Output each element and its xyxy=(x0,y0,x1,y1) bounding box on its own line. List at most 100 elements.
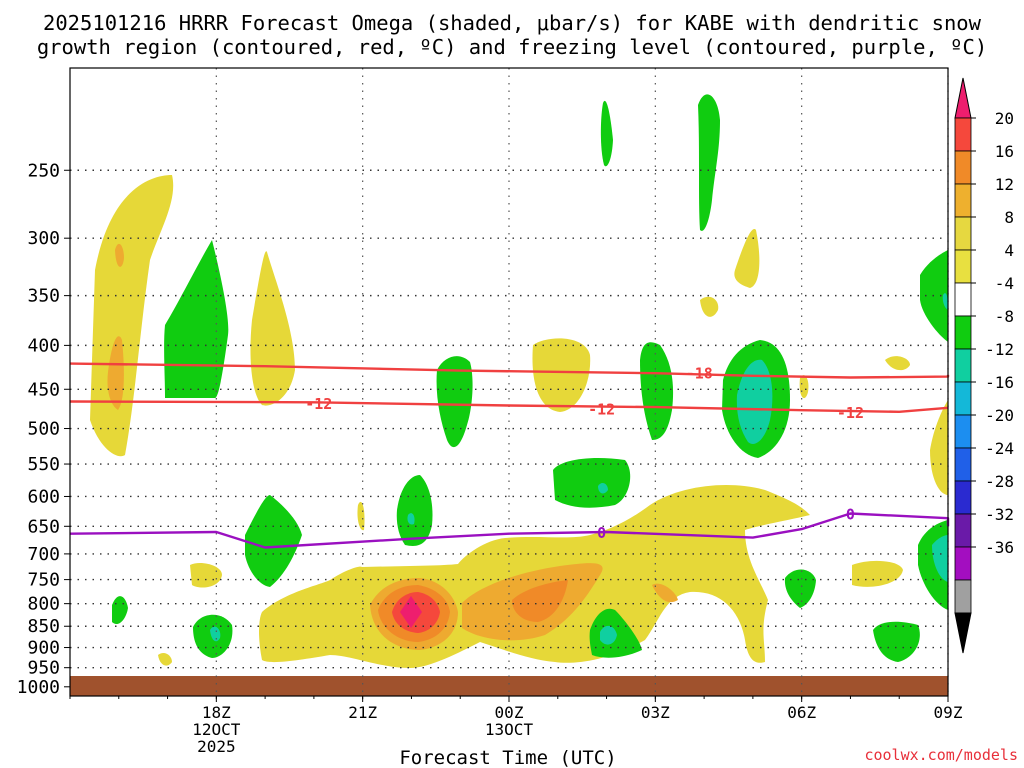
x-axis-label: Forecast Time (UTC) xyxy=(399,747,616,768)
shade-yellow-6 xyxy=(885,356,910,371)
colorbar-label: -20 xyxy=(985,406,1014,425)
shade-yellow-4 xyxy=(734,229,760,288)
colorbar-label: 12 xyxy=(995,175,1014,194)
shade-teal-7 xyxy=(942,293,948,310)
chart-title-line2: growth region (contoured, red, ºC) and f… xyxy=(37,35,987,59)
colorbar-segment xyxy=(954,282,972,317)
y-tick-label: 550 xyxy=(27,454,60,475)
colorbar-top-arrow xyxy=(954,77,972,119)
colorbar-label: 4 xyxy=(1004,241,1014,260)
y-tick-label: 950 xyxy=(27,658,60,679)
y-tick-label: 350 xyxy=(27,286,60,307)
colorbar-segment xyxy=(954,381,972,416)
shade-green-15 xyxy=(873,621,920,662)
colorbar-segment xyxy=(954,546,972,581)
x-tick-label: 21Z xyxy=(348,703,377,722)
colorbar-segment xyxy=(954,315,972,350)
shade-teal-2 xyxy=(210,626,221,642)
contour-label: 0 xyxy=(597,524,606,542)
x-tick-label: 2025 xyxy=(197,737,236,756)
shade-yellow-11 xyxy=(158,652,172,666)
y-tick-label: 900 xyxy=(27,638,60,659)
y-axis: 2503003504004505005506006507007508008509… xyxy=(17,160,70,698)
surface-band xyxy=(70,676,948,696)
colorbar-label: -16 xyxy=(985,373,1014,392)
contour-lines xyxy=(69,362,950,549)
colorbar: 20 16 12 8 4 -4 -8 -12 -16 -20 -24 -28 -32 -36 xyxy=(954,77,1014,654)
x-tick-label: 06Z xyxy=(787,703,816,722)
colorbar-label: 16 xyxy=(995,142,1014,161)
shade-teal-1 xyxy=(736,359,773,444)
colorbar-label: -4 xyxy=(995,274,1014,293)
contour-label: -12 xyxy=(305,395,332,413)
shade-teal-6 xyxy=(407,513,415,525)
colorbar-bottom-arrow xyxy=(954,612,972,654)
shade-yellow-5 xyxy=(700,296,719,317)
shade-yellow-9 xyxy=(357,501,365,531)
shade-green-10 xyxy=(245,495,302,587)
y-tick-label: 250 xyxy=(27,160,60,181)
colorbar-label: 20 xyxy=(995,109,1014,128)
shade-green-1 xyxy=(164,240,229,398)
colorbar-segment xyxy=(954,348,972,383)
shade-green-5 xyxy=(436,356,473,448)
shade-yellow-3 xyxy=(532,338,591,412)
y-tick-label: 700 xyxy=(27,544,60,565)
y-tick-label: 1000 xyxy=(17,677,60,698)
colorbar-label: -36 xyxy=(985,538,1014,557)
contour-label: -18 xyxy=(686,364,713,382)
contour-dgz-top xyxy=(69,362,950,379)
x-tick-label: 03Z xyxy=(641,703,670,722)
colorbar-label: -32 xyxy=(985,505,1014,524)
contour-freezing-level xyxy=(69,512,950,549)
colorbar-segment xyxy=(954,117,972,152)
colorbar-label: -24 xyxy=(985,439,1014,458)
x-tick-label: 13OCT xyxy=(485,720,534,739)
colorbar-segment xyxy=(954,414,972,449)
colorbar-label: -8 xyxy=(995,307,1014,326)
colorbar-label: -28 xyxy=(985,472,1014,491)
contour-labels: -12 -12 -18 -12 0 0 xyxy=(305,364,864,542)
colorbar-segment xyxy=(954,216,972,251)
x-tick-label: 18Z xyxy=(202,703,231,722)
contour-dgz-bottom xyxy=(69,400,949,413)
x-tick-label: 00Z xyxy=(495,703,524,722)
shade-green-2 xyxy=(600,100,613,167)
y-tick-label: 850 xyxy=(27,616,60,637)
colorbar-segment xyxy=(954,249,972,284)
contour-label: 0 xyxy=(846,505,855,523)
shade-orange-1 xyxy=(115,243,124,267)
colorbar-segment xyxy=(954,579,972,614)
y-tick-label: 500 xyxy=(27,419,60,440)
colorbar-segment xyxy=(954,480,972,515)
y-tick-label: 300 xyxy=(27,228,60,249)
shade-green-14 xyxy=(784,569,816,608)
colorbar-segment xyxy=(954,150,972,185)
colorbar-label: 8 xyxy=(1004,208,1014,227)
colorbar-segment xyxy=(954,183,972,218)
contour-label: -12 xyxy=(588,401,615,419)
shade-teal-3 xyxy=(600,625,617,645)
shade-orange-2 xyxy=(107,336,124,410)
y-tick-label: 650 xyxy=(27,516,60,537)
y-tick-label: 800 xyxy=(27,594,60,615)
shade-yellow-8 xyxy=(930,400,948,495)
y-tick-label: 750 xyxy=(27,570,60,591)
shade-yellow-12 xyxy=(852,560,903,587)
credit-text: coolwx.com/models xyxy=(864,746,1018,764)
shade-teal-4 xyxy=(932,535,948,582)
shade-darkorange-2 xyxy=(512,580,568,622)
shade-green-9 xyxy=(396,475,433,546)
shade-green-6 xyxy=(640,342,674,440)
x-tick-label: 09Z xyxy=(934,703,963,722)
chart-title-line1: 2025101216 HRRR Forecast Omega (shaded, … xyxy=(43,11,982,35)
colorbar-segment xyxy=(954,447,972,482)
contour-label: -12 xyxy=(837,404,864,422)
y-tick-label: 450 xyxy=(27,379,60,400)
y-tick-label: 600 xyxy=(27,486,60,507)
colorbar-segment xyxy=(954,513,972,548)
shade-green-3 xyxy=(698,94,720,231)
shade-yellow-10 xyxy=(190,563,222,588)
